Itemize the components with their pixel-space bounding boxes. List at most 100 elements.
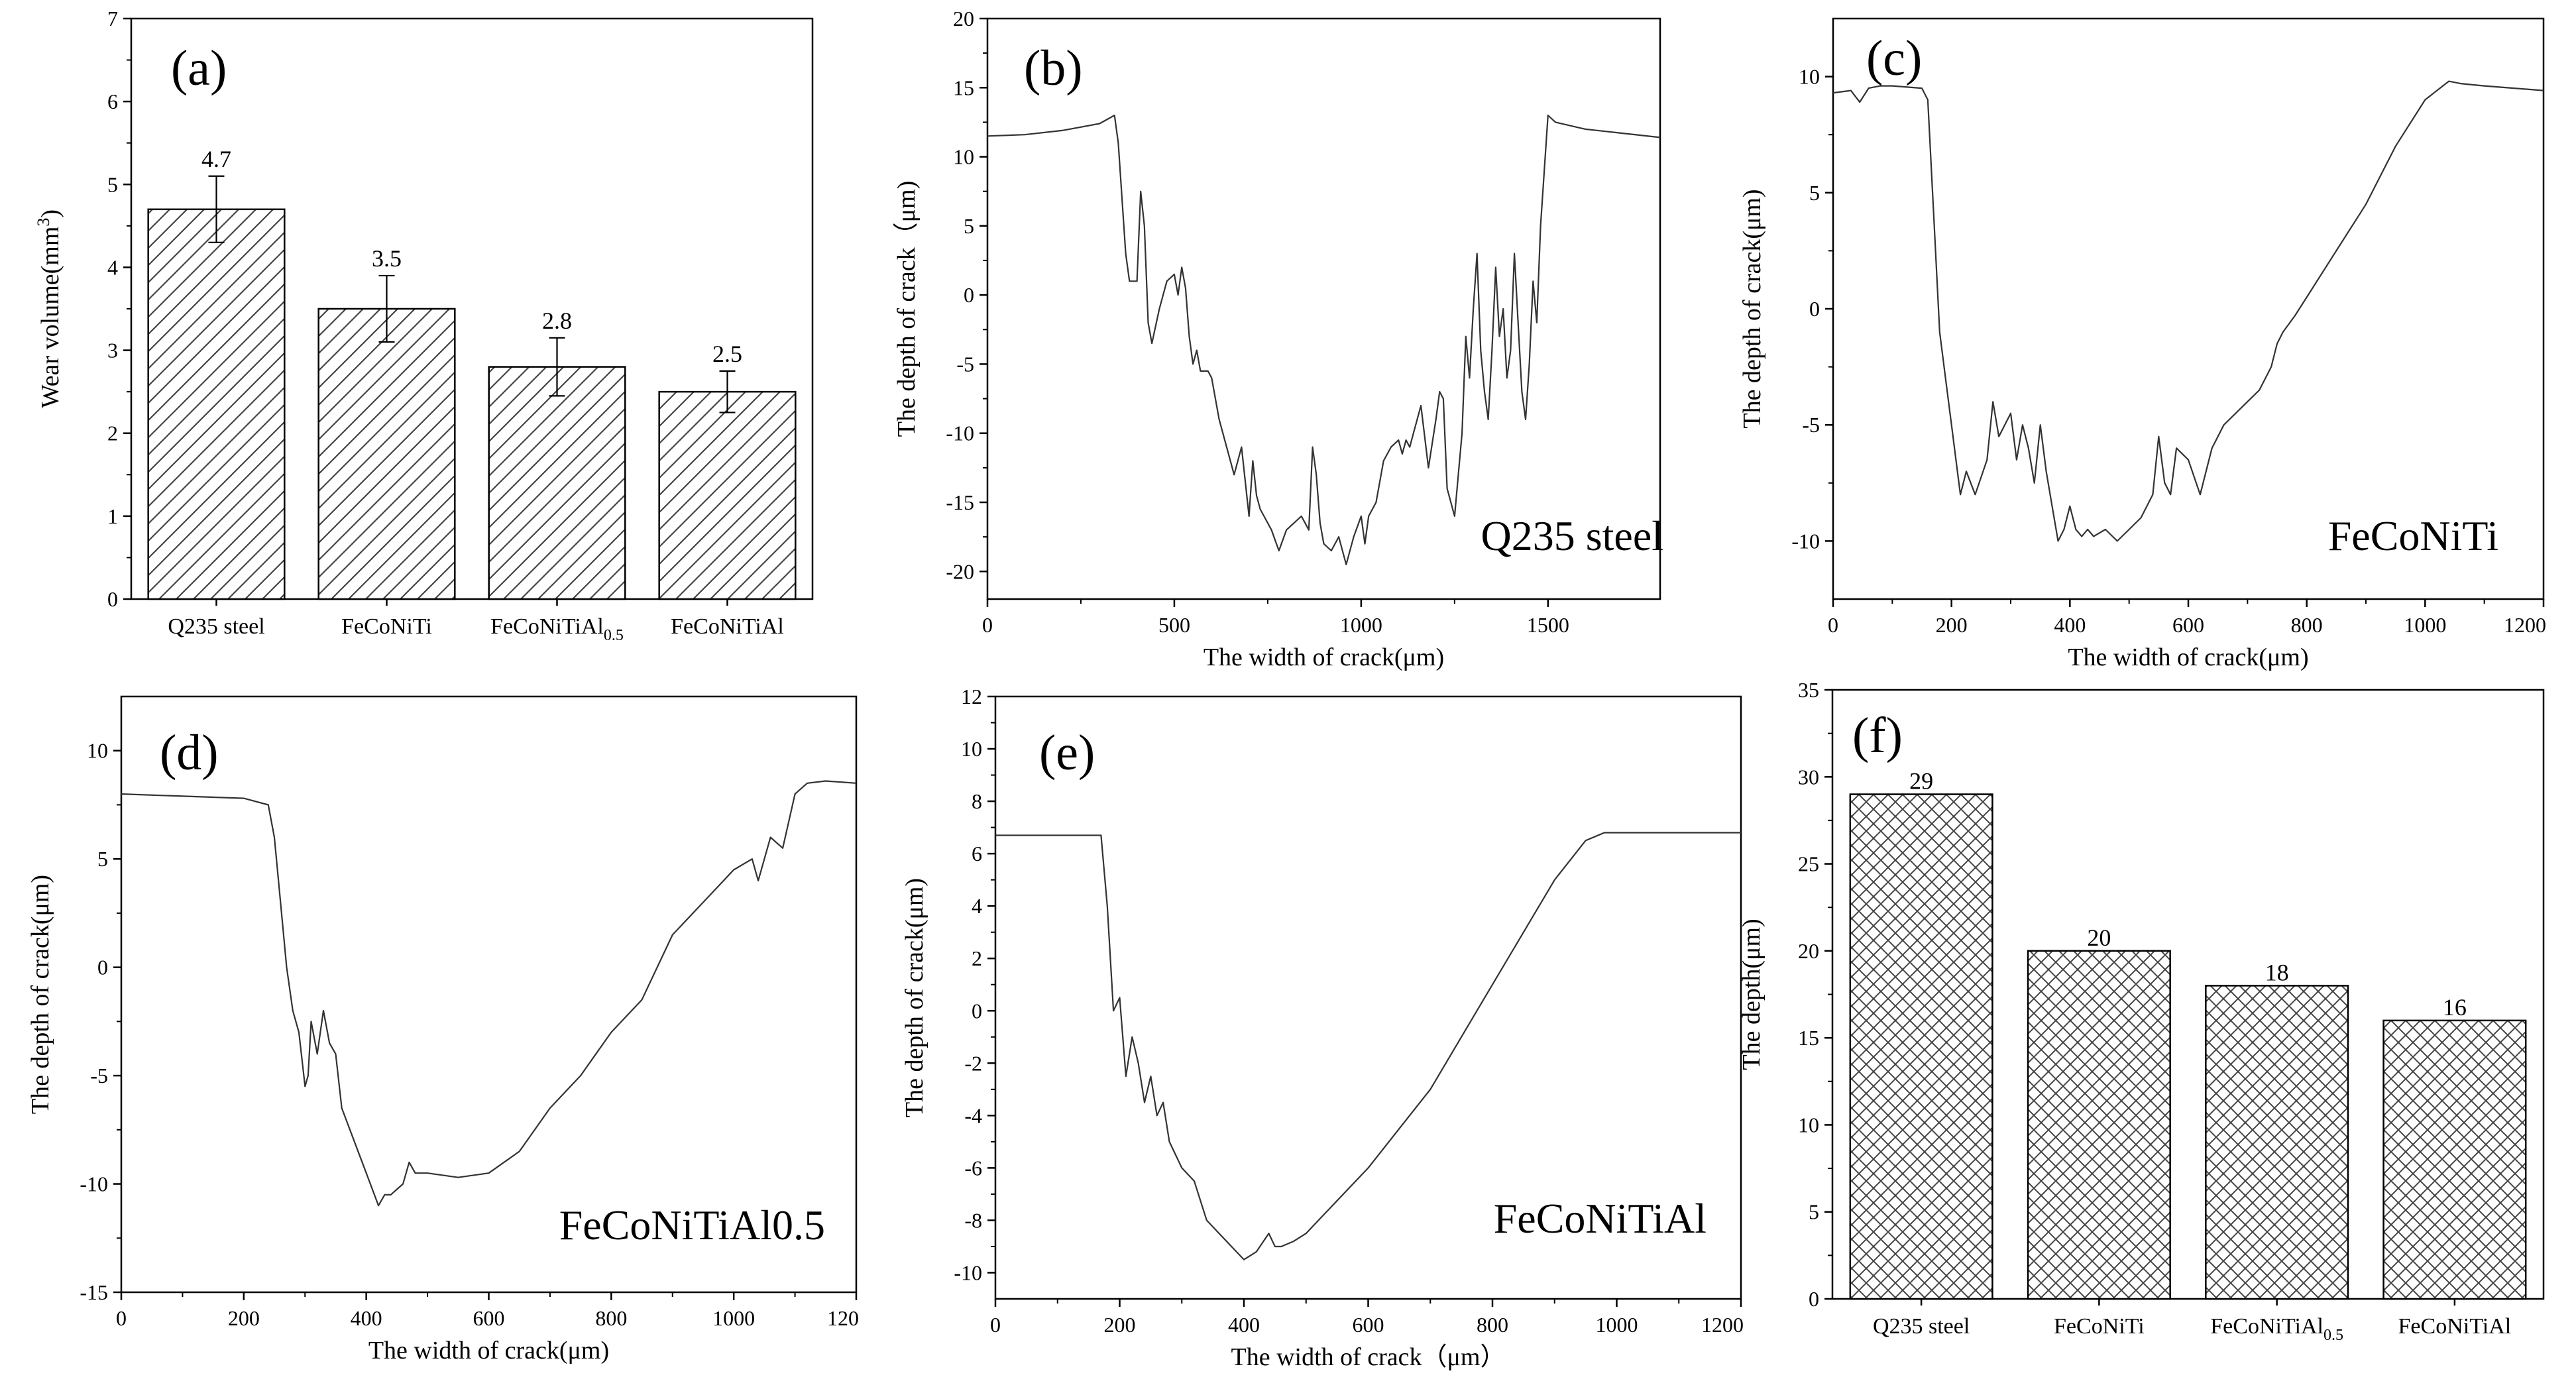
x-tick-label: 600 xyxy=(2172,613,2204,637)
y-tick-label: 5 xyxy=(964,214,974,238)
category-label: Q235 steel xyxy=(168,614,264,639)
y-tick-label: 6 xyxy=(972,842,982,865)
panel-label: (e) xyxy=(1039,725,1095,781)
y-axis-label: The depth of crack(μm) xyxy=(27,875,54,1114)
y-tick-label: 2 xyxy=(107,421,118,445)
y-tick-label: 0 xyxy=(972,999,982,1023)
y-tick-label: -2 xyxy=(964,1051,982,1075)
panel-a: 0 1 2 3 4 5 6 7 Wear volume(mm3) Q235 steel 4.7 FeC… xyxy=(34,7,814,644)
material-name: FeCoNiTi xyxy=(2328,512,2498,559)
y-tick-label: 20 xyxy=(1798,939,1819,963)
data-label: 2.8 xyxy=(542,307,572,334)
bar xyxy=(658,390,797,600)
y-tick-label: 35 xyxy=(1798,678,1819,702)
y-tick-label: 5 xyxy=(1809,1200,1819,1224)
y-tick-label: 25 xyxy=(1798,852,1819,876)
category-label: FeCoNiTiAl0.5 xyxy=(490,614,624,644)
y-tick-label: 5 xyxy=(97,847,108,871)
profile-curve-b xyxy=(987,114,1661,566)
profile-curve-c xyxy=(1832,80,2544,542)
data-label: 16 xyxy=(2443,994,2467,1021)
y-tick-label: 5 xyxy=(1809,181,1820,205)
y-tick-label: -6 xyxy=(964,1156,982,1180)
panel-f: 0 5 10 15 20 25 30 35 The depth(μm) Q235 steel 29 F… xyxy=(1738,678,2545,1344)
bar xyxy=(2205,985,2349,1300)
panel-label: (f) xyxy=(1852,708,1903,763)
x-axis-label: The width of crack(μm) xyxy=(2068,643,2308,671)
x-tick-label: 400 xyxy=(2054,613,2086,637)
y-tick-label: 8 xyxy=(972,789,982,813)
x-tick-label: 1000 xyxy=(2404,613,2446,637)
x-tick-label: 600 xyxy=(473,1306,505,1330)
y-axis-label: The depth of crack（μm) xyxy=(893,181,921,437)
y-tick-label: -8 xyxy=(964,1208,982,1232)
y-tick-label: 15 xyxy=(953,76,974,99)
x-tick-label: 1000 xyxy=(1596,1313,1638,1337)
data-label: 18 xyxy=(2265,959,2289,985)
material-name: FeCoNiTiAl xyxy=(1494,1195,1707,1242)
profile-curve-d xyxy=(121,780,857,1207)
x-tick-label: 1000 xyxy=(1340,613,1382,637)
profile-curve-e xyxy=(995,832,1741,1260)
x-tick-label: 500 xyxy=(1158,613,1190,637)
category-label: FeCoNiTiAl xyxy=(2398,1314,2512,1339)
material-name: FeCoNiTiAl0.5 xyxy=(559,1201,825,1249)
y-tick-label: 0 xyxy=(107,587,118,611)
x-tick-label: 0 xyxy=(990,1313,1001,1337)
plot-frame xyxy=(986,17,1661,600)
x-axis-label: The width of crack(μm) xyxy=(368,1337,609,1364)
y-tick-label: 10 xyxy=(87,739,108,763)
x-tick-label: 600 xyxy=(1353,1313,1384,1337)
y-axis-label: The depth of crack(μm) xyxy=(1738,189,1766,428)
panel-label: (a) xyxy=(171,40,227,96)
x-tick-label: 800 xyxy=(1477,1313,1508,1337)
x-tick-label: 200 xyxy=(228,1306,260,1330)
data-label: 4.7 xyxy=(201,146,231,172)
y-tick-label: 10 xyxy=(1798,1113,1819,1137)
y-tick-label: 0 xyxy=(1809,1287,1819,1311)
x-tick-label: 0 xyxy=(116,1306,127,1330)
y-tick-label: -15 xyxy=(946,490,974,514)
y-tick-label: -5 xyxy=(90,1064,108,1087)
y-tick-label: 0 xyxy=(1809,297,1820,321)
y-axis-label: The depth of crack(μm) xyxy=(901,878,928,1117)
x-tick-label: 200 xyxy=(1936,613,1968,637)
y-tick-label: 10 xyxy=(961,737,982,761)
y-tick-label: 15 xyxy=(1798,1026,1819,1050)
bar xyxy=(1849,793,1993,1300)
x-axis-label: The width of crack(μm) xyxy=(1204,643,1444,671)
y-tick-label: -5 xyxy=(1802,413,1820,437)
x-axis-label: The width of crack（μm） xyxy=(1231,1343,1506,1371)
y-tick-label: 5 xyxy=(107,172,118,196)
bar xyxy=(317,307,456,600)
y-tick-label: 12 xyxy=(961,685,982,708)
data-label: 3.5 xyxy=(372,245,402,272)
material-name: Q235 steel xyxy=(1481,512,1664,559)
category-label: FeCoNiTiAl xyxy=(671,614,784,639)
x-tick-label: 800 xyxy=(595,1306,627,1330)
y-tick-label: -10 xyxy=(954,1260,982,1284)
y-tick-label: 10 xyxy=(1799,65,1820,89)
panel-c: -10 -5 0 5 10 The depth of crack(μm) 0 200 400 60… xyxy=(1738,17,2546,671)
y-tick-label: 30 xyxy=(1798,765,1819,789)
x-tick-label: 1000 xyxy=(712,1306,755,1330)
x-tick-label: 1200 xyxy=(2504,613,2546,637)
y-tick-label: -20 xyxy=(946,559,974,583)
x-tick-label: 1200 xyxy=(1701,1313,1744,1337)
y-tick-label: -10 xyxy=(1791,529,1820,553)
bar xyxy=(147,208,286,600)
y-tick-label: -4 xyxy=(964,1103,982,1127)
x-tick-label: 200 xyxy=(1104,1313,1136,1337)
y-tick-label: -15 xyxy=(80,1280,108,1304)
data-label: 2.5 xyxy=(712,341,742,367)
x-tick-label: 0 xyxy=(1828,613,1838,637)
y-tick-label: 4 xyxy=(107,255,118,279)
data-label: 29 xyxy=(1909,768,1933,795)
y-tick-label: 0 xyxy=(97,956,108,979)
x-tick-label: 120 xyxy=(827,1306,859,1330)
category-label: FeCoNiTi xyxy=(341,614,432,639)
panel-b: -20 -15 -10 -5 0 5 10 15 20 The depth of crack（μm… xyxy=(893,7,1663,671)
y-tick-label: 0 xyxy=(964,283,974,307)
y-axis-label: The depth(μm) xyxy=(1738,918,1765,1070)
y-tick-label: 4 xyxy=(972,894,982,918)
